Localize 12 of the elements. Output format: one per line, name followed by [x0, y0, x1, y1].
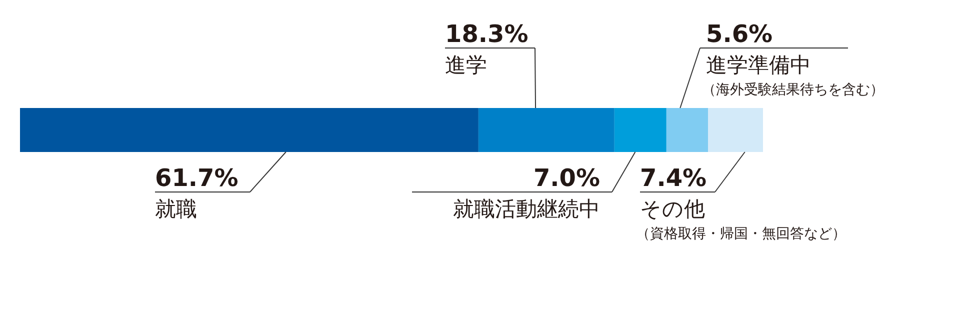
series-label: 進学準備中	[706, 53, 811, 77]
data-label: 61.7%	[155, 164, 238, 192]
data-label: 7.0%	[533, 164, 600, 192]
data-label: 7.4%	[640, 164, 707, 192]
bar	[666, 108, 708, 152]
bar	[708, 108, 763, 152]
series-label: 進学	[445, 53, 487, 77]
bar	[614, 108, 666, 152]
bar	[20, 108, 478, 152]
data-label: 18.3%	[445, 20, 528, 48]
bar	[478, 108, 614, 152]
data-label: 5.6%	[706, 20, 773, 48]
